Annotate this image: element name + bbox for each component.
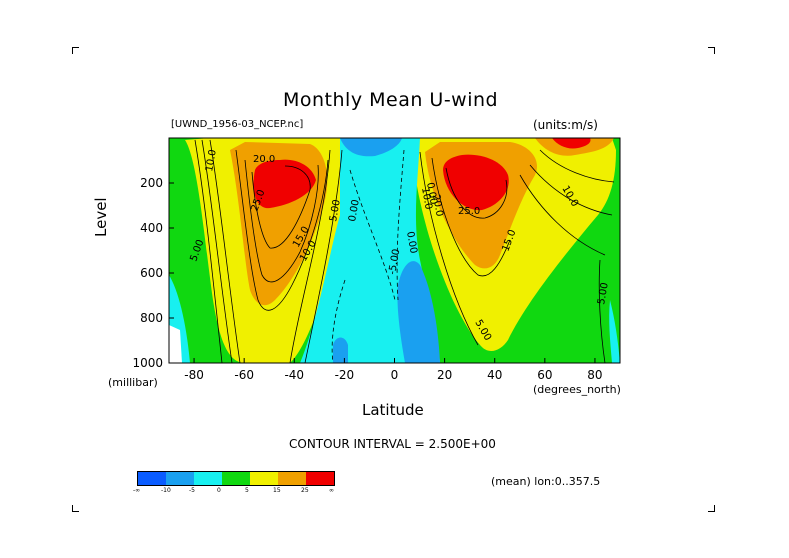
corner-mark-top-left: [72, 47, 79, 54]
x-tick-label: 0: [391, 368, 399, 382]
x-axis-ticks: -80 -60 -40 -20 0 20 40 60 80: [184, 358, 603, 382]
x-tick-label: 40: [487, 368, 502, 382]
colorbar-swatch: [306, 472, 334, 485]
colorbar-label: 25: [301, 487, 309, 494]
contour-line: [209, 139, 241, 363]
colorbar-swatch: [138, 472, 166, 485]
y-units-label: (millibar): [108, 376, 158, 389]
colorbar-swatch: [194, 472, 222, 485]
contour-line: [251, 165, 311, 249]
arctic-cyan: [609, 300, 620, 363]
contour-label: 20.0: [430, 194, 445, 218]
y-axis-title: Level: [92, 197, 110, 237]
x-tick-label: 20: [437, 368, 452, 382]
mean-text: (mean) lon:0..357.5: [491, 475, 601, 488]
contour-lines: [194, 139, 615, 363]
contour-label: 20.0: [253, 154, 275, 165]
contour-line: [431, 157, 511, 277]
x-tick-label: -60: [234, 368, 254, 382]
contour-label: 10.0: [204, 149, 219, 173]
corner-mark-bottom-left: [72, 505, 79, 512]
x-tick-label: -40: [284, 368, 304, 382]
contour-interval-text: CONTOUR INTERVAL = 2.500E+00: [289, 437, 496, 451]
colorbar-label: -∞: [133, 487, 141, 494]
easterly-blue-patch: [333, 337, 348, 363]
corner-mark-top-right: [708, 47, 715, 54]
chart-title: Monthly Mean U-wind: [283, 89, 499, 111]
contour-line: [289, 149, 331, 363]
contour-label: 0.00: [404, 231, 419, 255]
colorbar-swatch: [166, 472, 194, 485]
corner-mark-bottom-right: [708, 505, 715, 512]
contour-label: 5.00: [328, 199, 343, 223]
contour-line: [445, 167, 508, 219]
y-tick-label: 600: [140, 266, 163, 280]
contour-line: [396, 149, 405, 301]
easterly-blue-upper: [340, 138, 402, 157]
colorbar-label: 15: [273, 487, 281, 494]
contour-line: [349, 169, 396, 301]
y-axis-ticks: 200 400 600 800 1000: [132, 176, 174, 370]
colorbar-labels: -∞ -10 -5 0 5 15 25 ∞: [133, 486, 335, 494]
south-jet-red: [253, 159, 316, 209]
contour-line: [194, 139, 223, 363]
colorbar: -∞ -10 -5 0 5 15 25 ∞: [133, 471, 335, 494]
north-jet-red: [443, 154, 509, 211]
antarctic-white: [169, 325, 182, 363]
contour-line: [244, 159, 319, 283]
colorbar-label: 0: [217, 487, 221, 494]
colorbar-swatches: [137, 471, 335, 486]
colorbar-label: 5: [245, 487, 249, 494]
contour-line: [235, 149, 329, 311]
contour-label: -5.00: [387, 248, 402, 275]
colorbar-label: -5: [189, 487, 195, 494]
x-tick-label: 80: [587, 368, 602, 382]
x-tick-label: -20: [335, 368, 355, 382]
contour-label: 5.00: [596, 282, 611, 306]
y-tick-label: 200: [140, 176, 163, 190]
file-label: [UWND_1956-03_NCEP.nc]: [171, 119, 304, 130]
x-tick-label: -80: [184, 368, 204, 382]
contour-line: [419, 151, 479, 346]
contour-line: [598, 259, 606, 363]
plot-area: [169, 138, 620, 363]
y-tick-label: 400: [140, 221, 163, 235]
contour-line: [201, 139, 233, 363]
polar-jet-red: [552, 138, 591, 149]
colorbar-swatch: [222, 472, 250, 485]
colorbar-label: -10: [161, 487, 171, 494]
x-tick-label: 60: [537, 368, 552, 382]
contour-label: 10.0: [419, 187, 434, 211]
contour-label: 0.00: [347, 199, 362, 223]
contour-line: [529, 164, 613, 216]
contour-line: [539, 149, 615, 183]
contour-line: [331, 279, 346, 363]
y-tick-label: 1000: [132, 356, 163, 370]
y-tick-label: 800: [140, 311, 163, 325]
contour-line: [304, 149, 343, 363]
easterly-blue-lower: [397, 261, 440, 363]
contour-label: 0.00: [424, 182, 439, 206]
contour-label: 25.0: [458, 206, 480, 217]
colorbar-label: ∞: [329, 487, 334, 494]
x-axis-title: Latitude: [362, 401, 424, 419]
contour-line: [519, 174, 606, 256]
colorbar-swatch: [250, 472, 278, 485]
units-label: (units:m/s): [533, 118, 598, 132]
x-units-label: (degrees_north): [533, 383, 621, 396]
colorbar-swatch: [278, 472, 306, 485]
